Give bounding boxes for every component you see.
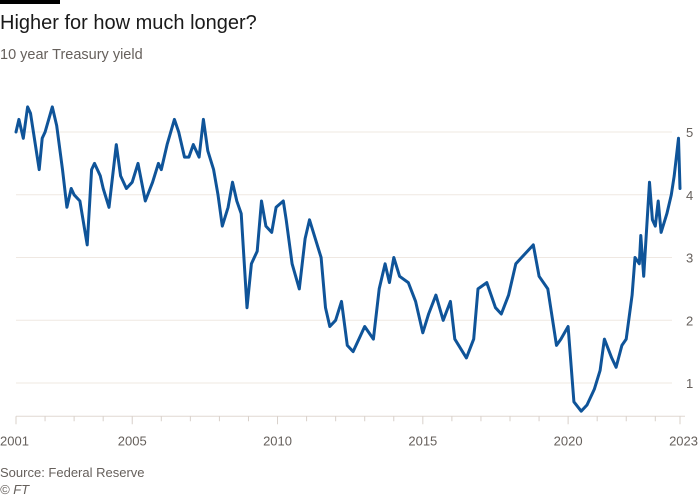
- x-tick-label: 2010: [263, 433, 292, 448]
- yield-line: [14, 105, 682, 413]
- source-note: Source: Federal Reserve: [0, 465, 145, 480]
- y-axis: 1 2 3 4 5: [686, 125, 693, 391]
- y-tick-label: 5: [686, 125, 693, 140]
- x-tick-label: 2001: [0, 433, 29, 448]
- x-tick-label: 2015: [408, 433, 437, 448]
- y-tick-label: 2: [686, 313, 693, 328]
- x-tick-label: 2005: [118, 433, 147, 448]
- x-tick-label: 2020: [554, 433, 583, 448]
- y-tick-label: 4: [686, 188, 693, 203]
- line-chart: 1 2 3 4 5 2001 2005 2010 2015 2020 2023: [0, 105, 698, 448]
- y-tick-label: 1: [686, 376, 693, 391]
- chart-subtitle: 10 year Treasury yield: [0, 47, 143, 63]
- y-tick-label: 3: [686, 251, 693, 266]
- copyright: © FT: [0, 482, 30, 497]
- chart-title: Higher for how much longer?: [0, 12, 257, 34]
- x-axis: 2001 2005 2010 2015 2020 2023: [0, 415, 698, 448]
- x-tick-label: 2023: [669, 433, 698, 448]
- brand-bar: [0, 0, 60, 4]
- series: [14, 105, 682, 413]
